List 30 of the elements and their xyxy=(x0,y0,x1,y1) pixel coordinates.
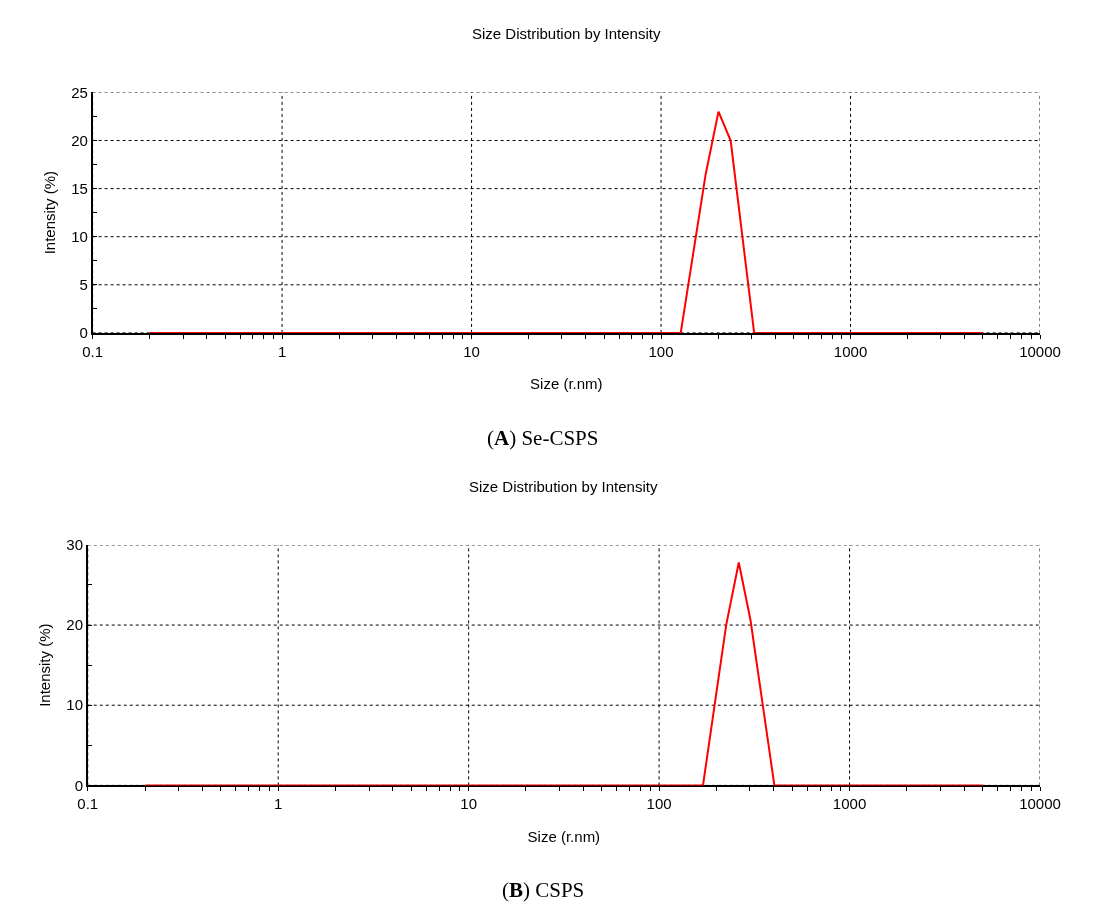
x-tick-label: 100 xyxy=(648,342,674,360)
y-tick-label: 30 xyxy=(66,536,83,554)
x-tick-label: 10000 xyxy=(1019,342,1061,360)
x-axis-title: Size (r.nm) xyxy=(530,375,603,393)
x-tick-label: 100 xyxy=(646,795,672,813)
x-tick-label: 1 xyxy=(277,342,287,360)
x-tick-label: 1 xyxy=(274,795,283,813)
y-tick-label: 0 xyxy=(74,776,83,794)
x-axis-title: Size (r.nm) xyxy=(527,827,601,845)
x-tick-label: 1000 xyxy=(832,795,867,813)
y-axis-title: Intensity (%) xyxy=(40,170,58,255)
x-tick-label: 1000 xyxy=(833,342,868,360)
y-tick-label: 20 xyxy=(71,131,88,149)
x-tick-label: 0.1 xyxy=(77,795,99,813)
y-tick-label: 20 xyxy=(66,616,83,634)
y-tick-label: 25 xyxy=(71,83,88,101)
y-tick-label: 10 xyxy=(71,227,88,245)
y-tick-label: 0 xyxy=(79,324,88,342)
x-tick-label: 0.1 xyxy=(82,342,104,360)
y-tick-label: 5 xyxy=(79,276,88,294)
y-tick-label: 15 xyxy=(71,179,88,197)
x-tick-label: 10 xyxy=(463,342,480,360)
y-tick-label: 10 xyxy=(66,696,83,714)
x-tick-label: 10 xyxy=(460,795,477,813)
text: (B) CSPS xyxy=(502,878,585,902)
chart-title: Size Distribution by Intensity xyxy=(472,25,661,42)
y-axis-title: Intensity (%) xyxy=(36,623,54,707)
chart-title: Size Distribution by Intensity xyxy=(469,478,658,495)
text: (A) Se-CSPS xyxy=(487,426,599,450)
x-tick-label: 10000 xyxy=(1019,795,1061,813)
